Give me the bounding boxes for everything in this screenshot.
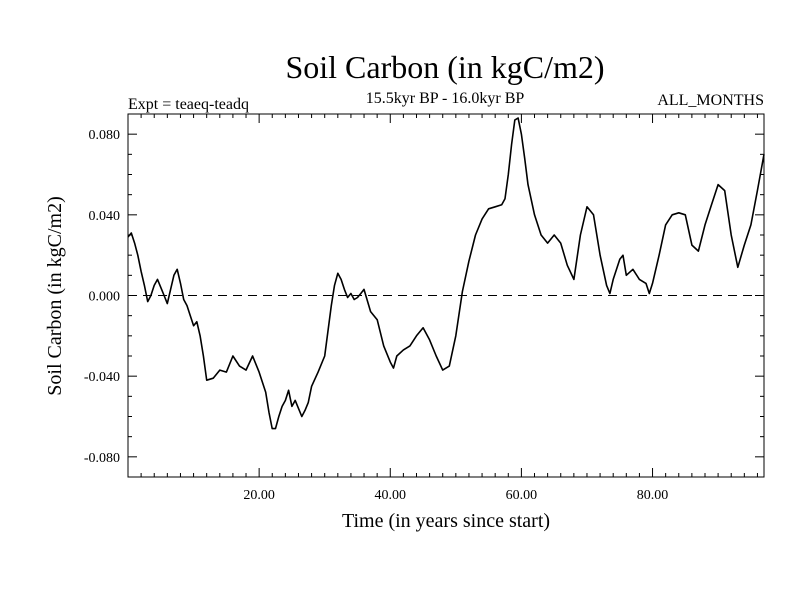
y-axis-label: Soil Carbon (in kgC/m2) [44,196,66,395]
y-tick-label: 0.000 [89,290,121,305]
soil-carbon-series-line [127,117,765,430]
months-label: ALL_MONTHS [657,92,764,109]
x-axis-label: Time (in years since start) [342,510,550,532]
plot-area: 20.00 40.00 60.00 80.00 -0.080 -0.040 0.000 0.0… [84,113,765,503]
y-tick-label: -0.040 [84,370,120,385]
y-tick-label: 0.040 [89,209,121,224]
x-tick-label: 60.00 [506,488,538,503]
chart-subtitle: 15.5kyr BP - 16.0kyr BP [366,90,525,107]
experiment-label: Expt = teaeq-teadq [128,96,249,113]
x-tick-label: 40.00 [375,488,407,503]
chart-title: Soil Carbon (in kgC/m2) [285,49,604,85]
y-tick-label: -0.080 [84,451,120,466]
x-tick-label: 20.00 [243,488,275,503]
x-tick-label: 80.00 [637,488,669,503]
y-tick-label: 0.080 [89,128,121,143]
